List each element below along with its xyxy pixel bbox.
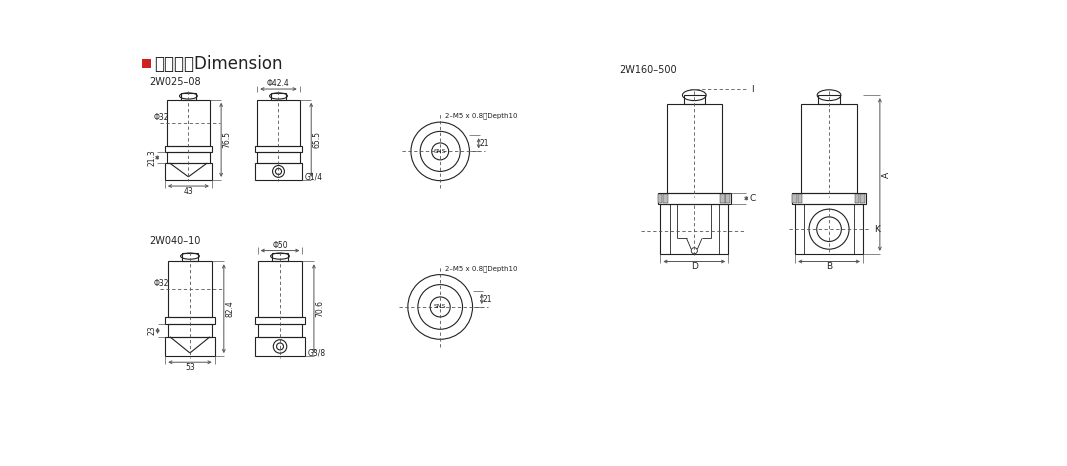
Text: 21: 21 (482, 295, 492, 304)
Bar (165, 337, 214, 356)
Bar (255, 337, 305, 356)
Bar (719, 204, 728, 254)
Text: 53: 53 (185, 363, 195, 372)
Bar (255, 163, 302, 180)
Text: SNS: SNS (434, 149, 446, 154)
Text: Φ50: Φ50 (272, 240, 288, 250)
Bar (165, 317, 214, 324)
Text: B: B (826, 262, 832, 271)
Text: 外型尺寸Dimension: 外型尺寸Dimension (155, 55, 283, 73)
Bar (182, 253, 197, 261)
Bar (793, 194, 797, 203)
Bar (258, 324, 302, 337)
Text: 43: 43 (184, 187, 193, 196)
Text: 76.5: 76.5 (223, 131, 232, 148)
Bar (684, 95, 705, 104)
Bar (798, 194, 802, 203)
Text: Φ32: Φ32 (154, 279, 170, 288)
Bar (795, 204, 805, 254)
Text: SNS: SNS (434, 304, 446, 309)
Bar (257, 100, 300, 146)
Text: 2W025–08: 2W025–08 (149, 77, 201, 87)
Bar (657, 194, 663, 203)
Text: Φ42.4: Φ42.4 (267, 79, 290, 88)
Bar (142, 59, 152, 68)
Text: I: I (751, 84, 753, 94)
Text: G1/4: G1/4 (305, 172, 323, 181)
Text: A: A (881, 171, 891, 178)
Text: Φ32: Φ32 (154, 113, 169, 122)
Text: 82.4: 82.4 (225, 300, 235, 317)
Bar (168, 324, 212, 337)
Bar (660, 204, 670, 254)
Bar (165, 163, 212, 180)
Text: 2–M5 x 0.8深Depth10: 2–M5 x 0.8深Depth10 (445, 113, 517, 119)
Bar (801, 104, 857, 193)
Bar (726, 194, 730, 203)
Bar (181, 93, 196, 100)
Text: 21: 21 (479, 139, 489, 148)
Bar (795, 204, 863, 254)
Text: 65.5: 65.5 (313, 131, 322, 148)
Bar (657, 193, 731, 204)
Bar (165, 146, 212, 152)
Bar (255, 146, 302, 152)
Bar (271, 93, 286, 100)
Bar (818, 95, 840, 104)
Bar (168, 100, 209, 146)
Bar (667, 104, 722, 193)
Bar (860, 194, 865, 203)
Bar (168, 152, 209, 163)
Bar (257, 152, 300, 163)
Text: 2W160–500: 2W160–500 (620, 65, 678, 75)
Bar (854, 204, 863, 254)
Bar (660, 204, 728, 254)
Text: D: D (690, 262, 698, 271)
Text: 21.3: 21.3 (147, 149, 157, 166)
Text: G3/8: G3/8 (307, 349, 325, 357)
Text: 70.6: 70.6 (316, 300, 324, 317)
Bar (663, 194, 668, 203)
Text: 2W040–10: 2W040–10 (149, 236, 201, 247)
Bar (855, 194, 859, 203)
Bar (255, 317, 305, 324)
Bar (258, 261, 302, 317)
Text: 2–M5 x 0.8深Depth10: 2–M5 x 0.8深Depth10 (445, 265, 517, 272)
Bar (720, 194, 724, 203)
Bar (168, 261, 212, 317)
Text: C: C (749, 194, 755, 203)
Bar (793, 193, 865, 204)
Text: K: K (874, 225, 879, 233)
Bar (272, 253, 288, 261)
Text: 23: 23 (147, 326, 157, 336)
